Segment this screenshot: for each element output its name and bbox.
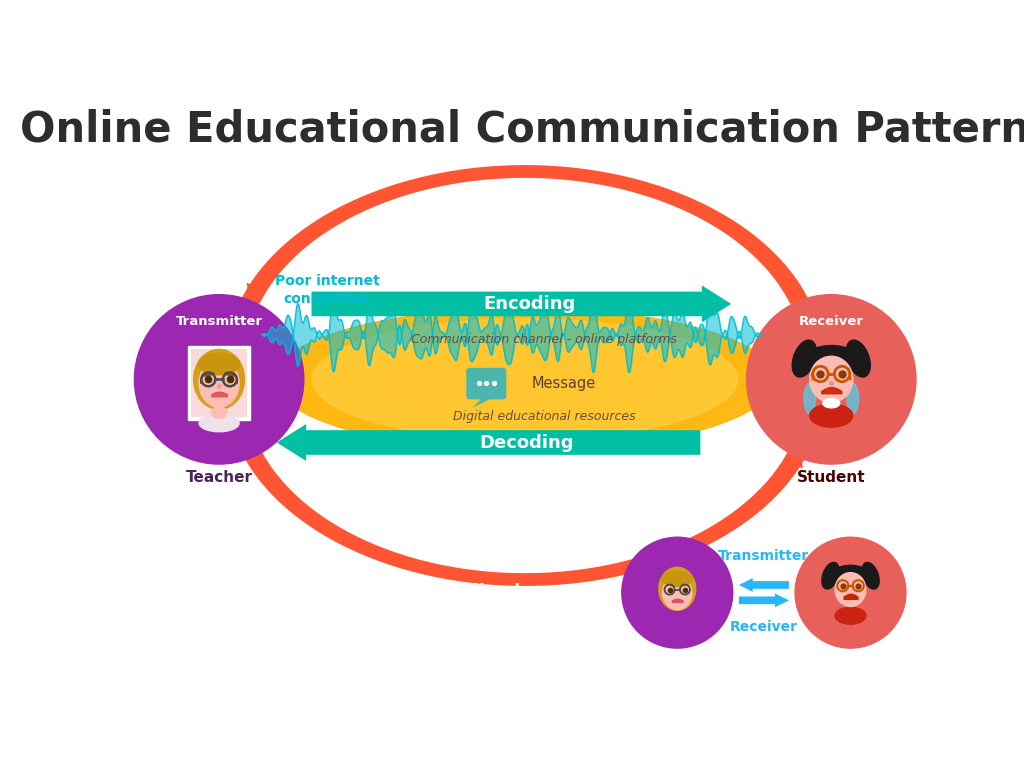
Text: Teacher: Teacher: [185, 471, 253, 485]
Ellipse shape: [199, 353, 240, 375]
Ellipse shape: [274, 308, 775, 451]
Polygon shape: [237, 430, 254, 449]
Circle shape: [746, 295, 915, 464]
Ellipse shape: [345, 328, 705, 431]
Ellipse shape: [362, 333, 687, 425]
Text: Digital educational resources: Digital educational resources: [453, 410, 635, 423]
Circle shape: [622, 538, 733, 648]
Ellipse shape: [211, 407, 226, 419]
Text: Communication channel - online platforms: Communication channel - online platforms: [411, 333, 677, 346]
Ellipse shape: [284, 310, 766, 448]
Polygon shape: [472, 396, 496, 408]
Ellipse shape: [836, 573, 866, 607]
Text: Receiver: Receiver: [730, 621, 798, 634]
Text: Receiver: Receiver: [799, 316, 864, 328]
Text: Encoding: Encoding: [483, 295, 575, 313]
Polygon shape: [241, 447, 809, 586]
Ellipse shape: [336, 326, 714, 433]
FancyArrow shape: [739, 594, 788, 607]
Ellipse shape: [663, 576, 692, 610]
Circle shape: [795, 538, 906, 648]
Text: Online Educational Communication Pattern: Online Educational Communication Pattern: [19, 108, 1024, 150]
Ellipse shape: [658, 568, 695, 611]
Ellipse shape: [836, 607, 866, 624]
Ellipse shape: [846, 340, 870, 377]
Ellipse shape: [353, 330, 696, 428]
Text: Student: Student: [797, 471, 865, 485]
Ellipse shape: [804, 346, 858, 375]
Ellipse shape: [274, 308, 775, 451]
Ellipse shape: [397, 343, 652, 415]
Ellipse shape: [804, 383, 815, 414]
Ellipse shape: [309, 318, 740, 441]
Ellipse shape: [793, 340, 816, 377]
Ellipse shape: [194, 349, 245, 409]
Text: Feedback: Feedback: [477, 150, 572, 167]
Ellipse shape: [199, 359, 240, 407]
FancyArrow shape: [739, 578, 788, 592]
Ellipse shape: [292, 313, 758, 445]
Text: Transmitter: Transmitter: [175, 316, 262, 328]
Ellipse shape: [327, 323, 723, 435]
FancyBboxPatch shape: [188, 346, 250, 420]
FancyBboxPatch shape: [191, 349, 247, 417]
Text: Poor internet
connection: Poor internet connection: [274, 274, 379, 306]
Ellipse shape: [312, 319, 737, 440]
Ellipse shape: [301, 316, 749, 443]
Ellipse shape: [199, 415, 240, 432]
Ellipse shape: [810, 356, 853, 402]
FancyArrow shape: [311, 286, 731, 323]
Ellipse shape: [810, 404, 853, 427]
Polygon shape: [796, 302, 813, 321]
Text: Transmitter: Transmitter: [718, 548, 810, 563]
Ellipse shape: [662, 571, 692, 587]
FancyBboxPatch shape: [466, 368, 506, 399]
Text: Feedback: Feedback: [430, 584, 526, 601]
Polygon shape: [241, 165, 809, 304]
Text: Decoding: Decoding: [480, 433, 574, 452]
Ellipse shape: [388, 340, 662, 419]
Ellipse shape: [862, 562, 880, 589]
FancyArrow shape: [276, 424, 700, 461]
Ellipse shape: [380, 338, 670, 421]
Circle shape: [134, 295, 304, 464]
Ellipse shape: [371, 336, 679, 423]
Ellipse shape: [831, 565, 869, 586]
Ellipse shape: [847, 383, 858, 414]
Ellipse shape: [822, 562, 839, 589]
Ellipse shape: [823, 399, 840, 408]
Text: Message: Message: [531, 376, 595, 391]
Polygon shape: [247, 283, 264, 302]
Polygon shape: [785, 449, 803, 468]
Ellipse shape: [318, 320, 731, 438]
